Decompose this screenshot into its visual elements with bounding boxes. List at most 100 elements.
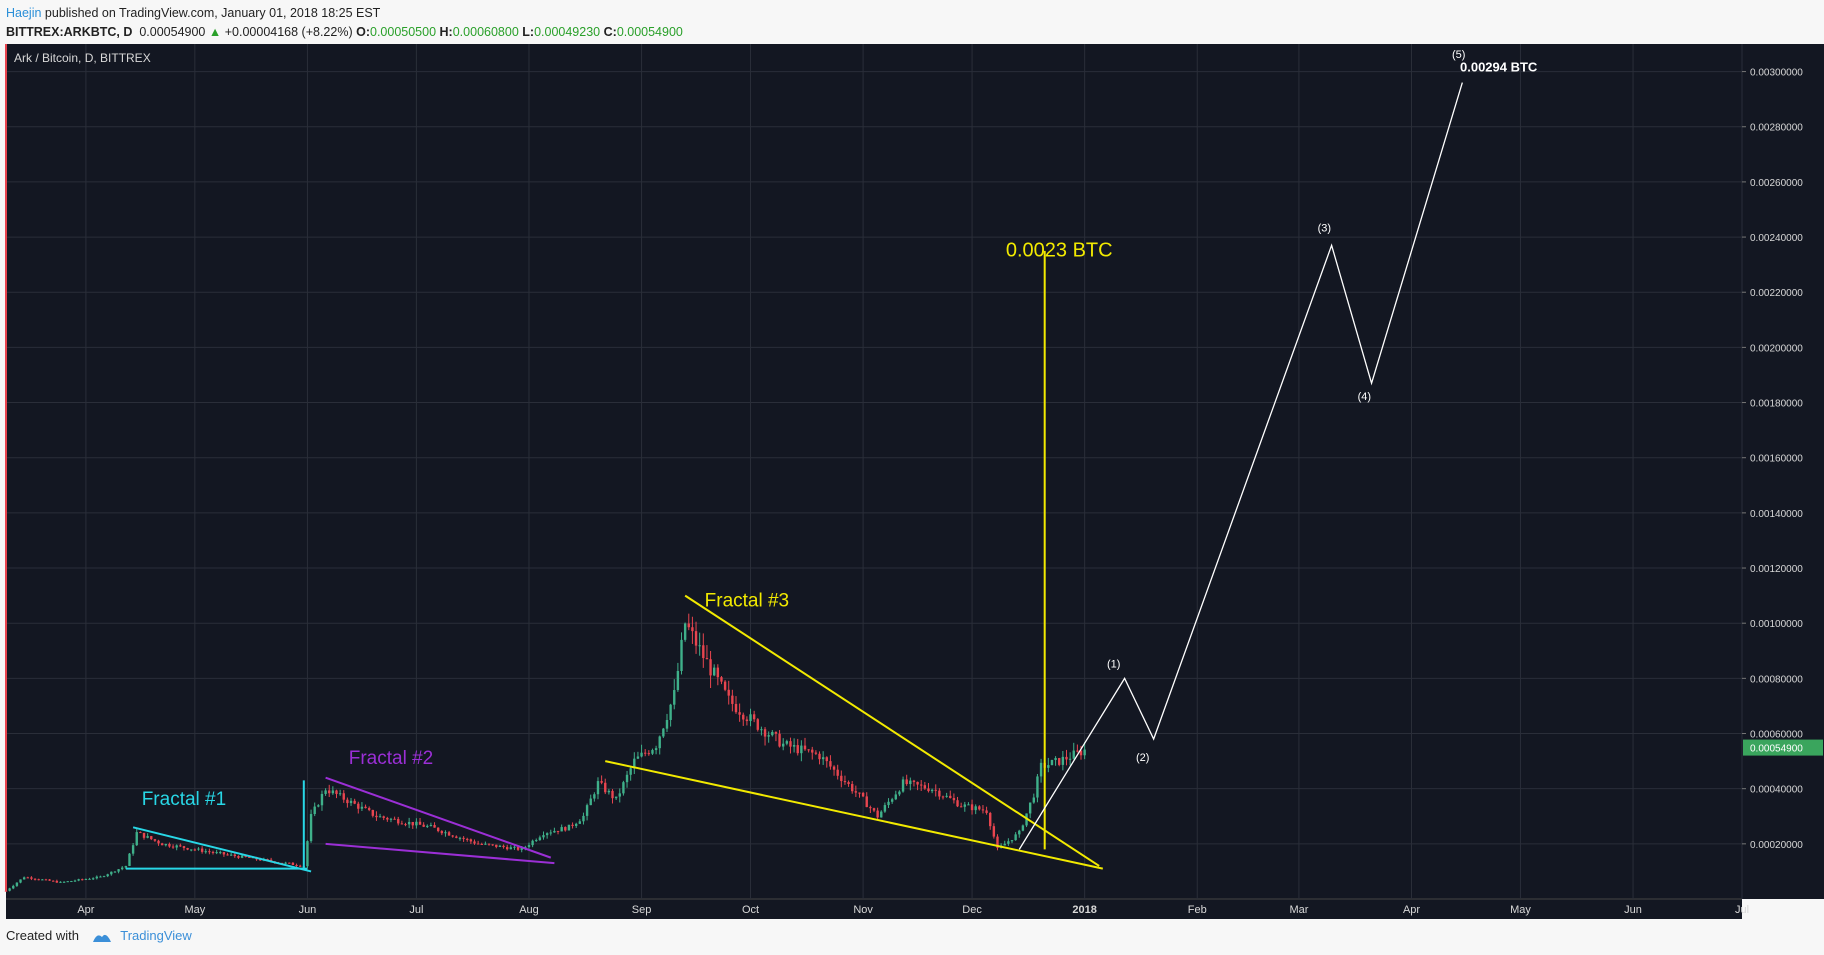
annotation-label: Fractal #2 bbox=[349, 748, 433, 769]
candle-body bbox=[887, 801, 890, 806]
candle-body bbox=[349, 800, 353, 804]
price-chart[interactable]: Apr May Jun Jul Aug Sep Oct Nov Dec 2018 Feb Mar Apr… bbox=[0, 42, 1824, 920]
candle-body bbox=[825, 757, 828, 762]
y-tick-label: 0.00100000 bbox=[1750, 619, 1803, 630]
candle-body bbox=[774, 732, 778, 734]
candle-body bbox=[335, 790, 338, 794]
candle-body bbox=[905, 779, 908, 785]
chart-header: Haejin published on TradingView.com, Jan… bbox=[6, 4, 1806, 42]
candle-body bbox=[295, 864, 298, 866]
candle-body bbox=[771, 732, 774, 736]
x-tick-label: Dec bbox=[962, 904, 982, 916]
candle-body bbox=[934, 789, 937, 791]
tradingview-link[interactable]: TradingView bbox=[120, 928, 192, 943]
candle-body bbox=[996, 836, 999, 848]
candle-body bbox=[713, 667, 716, 676]
candle-body bbox=[102, 876, 106, 878]
y-tick-label: 0.00080000 bbox=[1750, 674, 1803, 685]
wave-label: (1) bbox=[1107, 658, 1120, 670]
x-tick-label: Sep bbox=[632, 904, 652, 916]
time-axis bbox=[6, 899, 1742, 919]
candle-body bbox=[694, 631, 698, 646]
x-tick-label: Feb bbox=[1188, 904, 1207, 916]
candle-body bbox=[531, 840, 534, 846]
candle-body bbox=[495, 844, 498, 847]
x-tick-label: Jul bbox=[1735, 904, 1749, 916]
candle-body bbox=[15, 882, 19, 886]
y-tick-label: 0.00300000 bbox=[1750, 68, 1803, 79]
candle-body bbox=[614, 796, 618, 799]
candle-body bbox=[433, 825, 436, 828]
y-tick-label: 0.00120000 bbox=[1750, 564, 1803, 575]
candle-body bbox=[91, 878, 95, 880]
candle-body bbox=[643, 752, 647, 754]
candle-body bbox=[95, 876, 98, 879]
candle-body bbox=[574, 823, 578, 826]
x-tick-label: Apr bbox=[1403, 904, 1420, 916]
x-tick-label: Mar bbox=[1289, 904, 1308, 916]
candle-body bbox=[44, 879, 48, 881]
candle-body bbox=[840, 775, 843, 782]
candle-body bbox=[429, 825, 433, 827]
candle-body bbox=[560, 827, 563, 832]
candle-body bbox=[160, 843, 164, 846]
x-tick-label: Jun bbox=[299, 904, 317, 916]
candle-body bbox=[306, 841, 309, 867]
candle-body bbox=[785, 741, 789, 744]
candle-body bbox=[894, 794, 897, 800]
wave-label: (3) bbox=[1318, 223, 1331, 235]
candle-body bbox=[320, 793, 324, 806]
candle-body bbox=[179, 845, 182, 847]
candle-body bbox=[1003, 843, 1006, 846]
candle-body bbox=[516, 846, 520, 850]
candle-body bbox=[861, 792, 865, 797]
candle-body bbox=[654, 748, 658, 751]
annotation-label: 0.00294 BTC bbox=[1460, 60, 1538, 75]
candle-body bbox=[244, 855, 247, 857]
candle-body bbox=[593, 794, 596, 799]
candle-body bbox=[41, 879, 44, 881]
candle-body bbox=[502, 845, 505, 848]
candle-body bbox=[371, 809, 375, 816]
last-price-tag-label: 0.00054900 bbox=[1750, 744, 1803, 755]
candle-body bbox=[589, 798, 592, 806]
candle-body bbox=[571, 824, 574, 826]
candle-body bbox=[142, 832, 146, 838]
candle-body bbox=[328, 790, 331, 794]
candle-body bbox=[498, 845, 502, 847]
candle-body bbox=[491, 844, 494, 846]
symbol-label: BITTREX:ARKBTC, D bbox=[6, 25, 133, 39]
wave-projection bbox=[1018, 82, 1463, 850]
candle-body bbox=[8, 888, 11, 891]
candle-body bbox=[524, 846, 527, 848]
candle-body bbox=[513, 846, 516, 848]
annotation-label: Fractal #3 bbox=[705, 591, 789, 612]
candle-body bbox=[73, 880, 77, 882]
candle-body bbox=[1014, 834, 1017, 841]
candle-body bbox=[480, 843, 483, 845]
candle-body bbox=[168, 843, 171, 847]
y-tick-label: 0.00140000 bbox=[1750, 509, 1803, 520]
candle-body bbox=[687, 623, 690, 628]
candle-body bbox=[818, 753, 821, 760]
candle-body bbox=[930, 789, 934, 792]
candle-body bbox=[731, 695, 734, 704]
price-change: +0.00004168 (+8.22%) bbox=[224, 25, 353, 39]
candle-body bbox=[564, 827, 567, 831]
candle-body bbox=[796, 745, 799, 754]
candle-body bbox=[556, 830, 560, 832]
y-tick-label: 0.00160000 bbox=[1750, 454, 1803, 465]
y-tick-label: 0.00040000 bbox=[1750, 785, 1803, 796]
candle-body bbox=[716, 667, 720, 678]
candle-body bbox=[978, 806, 981, 810]
candle-body bbox=[4, 890, 8, 892]
ohlc-line: BITTREX:ARKBTC, D 0.00054900 ▲ +0.000041… bbox=[6, 23, 1806, 42]
annotation-label: 0.0023 BTC bbox=[1006, 239, 1113, 261]
annotation-label: Fractal #1 bbox=[142, 789, 226, 810]
candle-body bbox=[1021, 825, 1025, 831]
candle-body bbox=[607, 790, 611, 793]
candle-body bbox=[52, 880, 55, 882]
author-link[interactable]: Haejin bbox=[6, 6, 42, 20]
candle-body bbox=[1050, 759, 1054, 766]
close-value: 0.00054900 bbox=[616, 25, 683, 39]
